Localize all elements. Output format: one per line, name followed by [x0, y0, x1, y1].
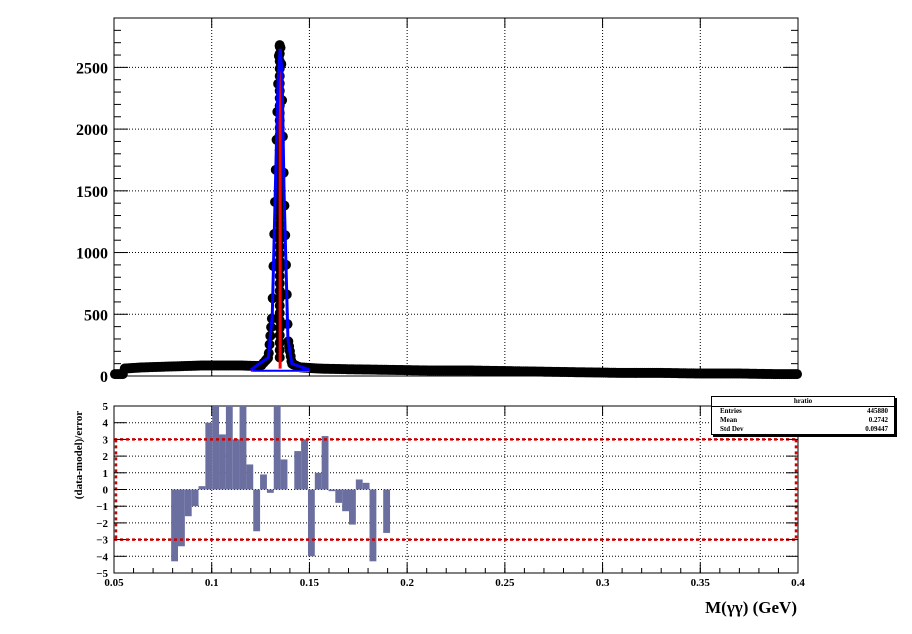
- ratio-bar: [301, 439, 308, 490]
- ratio-bar: [171, 489, 179, 562]
- stats-label: Std Dev: [720, 425, 744, 433]
- ratio-x-tick-label: 0.05: [104, 577, 124, 589]
- ratio-bars: [171, 406, 391, 562]
- ratio-bar: [342, 489, 350, 512]
- stats-row-stddev: Std Dev 0.09447: [712, 425, 894, 434]
- ratio-bar: [191, 489, 199, 507]
- fit-model-curve: [249, 48, 310, 372]
- ratio-bar: [212, 406, 220, 490]
- ratio-bar: [253, 489, 261, 532]
- ratio-y-tick-label: 1: [103, 468, 109, 480]
- main-y-tick-label: 1500: [76, 184, 108, 201]
- ratio-bar: [205, 422, 213, 490]
- main-y-tick-label: 500: [84, 307, 108, 324]
- main-y-tick-label: 2500: [76, 60, 108, 77]
- ratio-y-tick-label: −3: [96, 535, 108, 547]
- stats-row-mean: Mean 0.2742: [712, 416, 894, 425]
- main-plot-frame: [113, 17, 799, 377]
- ratio-bar: [280, 459, 288, 490]
- ratio-x-tick-label: 0.15: [300, 577, 320, 589]
- main-y-tick-label: 1000: [76, 246, 108, 263]
- y-axis-title-ratio: (data-model)/error: [73, 411, 85, 499]
- ratio-bar: [362, 482, 370, 490]
- stats-box: hratio Entries 445880 Mean 0.2742 Std De…: [711, 396, 895, 435]
- ratio-x-tick-label: 0.4: [791, 577, 805, 589]
- ratio-bar: [369, 489, 377, 562]
- x-axis-title: M(γγ) (GeV): [705, 598, 797, 617]
- ratio-bar: [260, 474, 267, 490]
- ratio-y-tick-label: 0: [103, 485, 109, 497]
- ratio-bar: [239, 406, 247, 490]
- ratio-bar: [314, 472, 322, 490]
- main-y-axis: 0 500 1000 1500 2000 2500: [76, 18, 799, 386]
- ratio-y-tick-label: 2: [103, 451, 109, 463]
- ratio-bar: [349, 489, 356, 525]
- ratio-bar: [198, 486, 206, 490]
- ratio-bar: [307, 489, 315, 557]
- ratio-y-tick-label: −5: [96, 568, 108, 580]
- ratio-bar: [294, 451, 302, 490]
- ratio-bar: [184, 489, 192, 517]
- ratio-y-tick-label: −4: [96, 551, 108, 563]
- data-point: [792, 369, 803, 380]
- stats-value: 0.09447: [865, 425, 888, 433]
- ratio-bar: [321, 436, 329, 490]
- ratio-bar: [225, 406, 233, 490]
- ratio-x-tick-label: 0.3: [596, 577, 610, 589]
- stats-value: 445880: [867, 407, 888, 415]
- ratio-y-tick-label: −2: [96, 518, 108, 530]
- ratio-bar: [383, 489, 391, 533]
- ratio-bar: [219, 434, 226, 490]
- ratio-y-tick-label: 4: [103, 418, 109, 430]
- stats-label: Mean: [720, 416, 738, 424]
- ratio-x-tick-label: 0.1: [205, 577, 219, 589]
- main-data-points: [109, 40, 803, 380]
- ratio-axes: −5 −4 −3 −2 −1 0 1 2 3 4 5 0.05 0.1 0.15 0.2 0.25 0.3 0.3…: [96, 401, 805, 589]
- ratio-y-tick-label: −1: [96, 501, 108, 513]
- ratio-y-tick-label: 3: [103, 434, 109, 446]
- ratio-x-tick-label: 0.2: [400, 577, 414, 589]
- ratio-x-tick-label: 0.25: [495, 577, 515, 589]
- main-y-tick-label: 0: [100, 369, 108, 386]
- ratio-bar: [273, 406, 281, 490]
- ratio-bar: [246, 464, 254, 490]
- stats-title: hratio: [712, 397, 894, 407]
- main-y-tick-label: 2000: [76, 122, 108, 139]
- stats-label: Entries: [720, 407, 742, 415]
- ratio-bar: [335, 489, 343, 503]
- stats-value: 0.2742: [868, 416, 888, 424]
- ratio-bar: [328, 489, 336, 492]
- data-point: [274, 41, 285, 52]
- stats-row-entries: Entries 445880: [712, 407, 894, 416]
- ratio-x-tick-label: 0.35: [691, 577, 711, 589]
- ratio-bar: [355, 479, 363, 490]
- ratio-bar: [266, 489, 274, 493]
- main-grid: [114, 18, 798, 376]
- ratio-bar: [232, 439, 240, 490]
- ratio-y-tick-label: 5: [103, 401, 109, 413]
- ratio-bar: [178, 489, 185, 547]
